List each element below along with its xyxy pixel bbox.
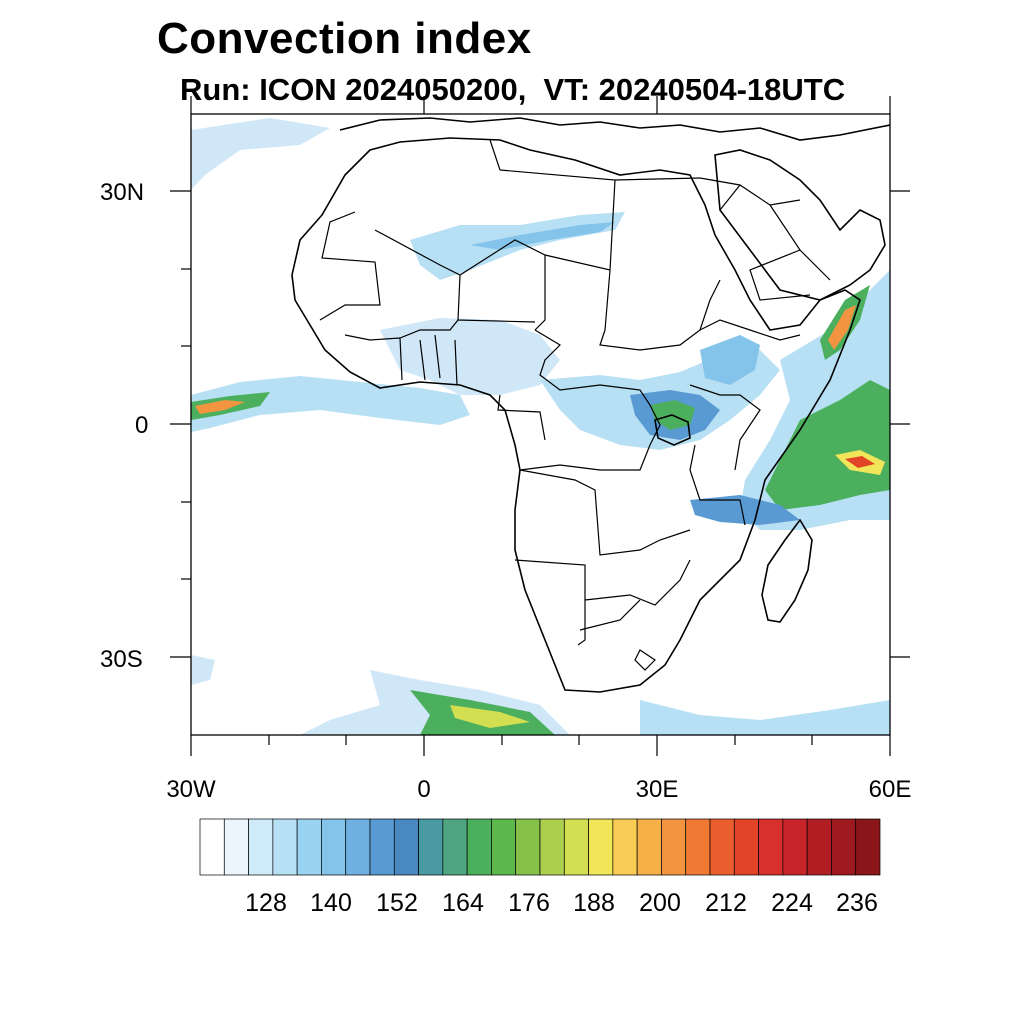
colorbar-swatch xyxy=(345,818,371,876)
border-lines-north xyxy=(319,139,701,331)
colorbar-swatch xyxy=(685,818,711,876)
precip-band-indianocean-green xyxy=(765,380,890,510)
lon-label-60e: 60E xyxy=(869,776,912,803)
colorbar-swatch xyxy=(709,818,735,876)
colorbar-swatch xyxy=(636,818,662,876)
colorbar-swatch xyxy=(733,818,759,876)
precip-band-southwest xyxy=(191,655,215,685)
colorbar-label-200: 200 xyxy=(639,889,681,917)
lon-label-30e: 30E xyxy=(636,776,679,803)
colorbar-label-224: 224 xyxy=(771,889,813,917)
lat-label-30s: 30S xyxy=(100,646,143,673)
colorbar-label-152: 152 xyxy=(376,889,418,917)
lat-label-30n: 30N xyxy=(100,179,144,206)
precip-band-atlantic-hot xyxy=(195,400,245,414)
country-borders xyxy=(319,139,831,671)
colorbar-swatch xyxy=(248,818,274,876)
lat-label-0: 0 xyxy=(135,412,148,439)
precip-band-southeast xyxy=(640,700,890,735)
border-lines-west xyxy=(344,319,546,441)
coastlines xyxy=(291,117,890,693)
axis-ticks xyxy=(170,96,910,756)
colorbar-swatch xyxy=(418,818,444,876)
colorbar-swatch xyxy=(296,818,322,876)
border-lines-east xyxy=(689,319,801,526)
colorbar-label-236: 236 xyxy=(836,889,878,917)
axis-labels: 30N 0 30S 30W 0 30E 60E xyxy=(100,179,911,803)
colorbar-labels: 128 140 152 164 176 188 200 212 224 236 xyxy=(245,889,878,917)
precip-band-somalia-hot xyxy=(828,305,856,350)
colorbar-swatch xyxy=(563,818,589,876)
colorbar-label-212: 212 xyxy=(705,889,747,917)
precipitation-field xyxy=(191,118,890,735)
colorbar-swatch xyxy=(442,818,468,876)
precip-band-sahara-core xyxy=(470,222,615,250)
colorbar xyxy=(199,818,881,876)
arabia-coastline xyxy=(714,149,886,301)
chart-title: Convection index xyxy=(157,14,532,63)
colorbar-swatch xyxy=(393,818,419,876)
chart-subtitle: Run: ICON 2024050200, VT: 20240504-18UTC xyxy=(180,72,846,107)
lon-label-30w: 30W xyxy=(166,776,216,803)
colorbar-swatch xyxy=(806,818,832,876)
precip-band-ethiopia xyxy=(700,335,760,385)
colorbar-swatch xyxy=(539,818,565,876)
colorbar-swatch xyxy=(369,818,395,876)
africa-coastline xyxy=(291,137,861,693)
colorbar-swatch xyxy=(661,818,687,876)
colorbar-swatch xyxy=(466,818,492,876)
colorbar-label-164: 164 xyxy=(442,889,484,917)
colorbar-label-188: 188 xyxy=(573,889,615,917)
colorbar-swatch xyxy=(758,818,784,876)
border-lines-arabia xyxy=(699,177,831,301)
colorbar-swatch xyxy=(515,818,541,876)
precip-band-north xyxy=(191,118,330,190)
colorbar-swatch xyxy=(855,818,881,876)
colorbar-label-140: 140 xyxy=(310,889,352,917)
mediterranean-coastline xyxy=(339,117,890,141)
colorbar-swatch xyxy=(272,818,298,876)
colorbar-swatch xyxy=(782,818,808,876)
colorbar-swatch xyxy=(321,818,347,876)
colorbar-swatch xyxy=(612,818,638,876)
colorbar-swatch xyxy=(588,818,614,876)
precip-band-atlantic xyxy=(191,376,470,432)
colorbar-swatch xyxy=(491,818,517,876)
colorbar-swatch xyxy=(831,818,857,876)
border-lines-south xyxy=(514,469,691,671)
colorbar-swatch xyxy=(223,818,249,876)
colorbar-label-128: 128 xyxy=(245,889,287,917)
madagascar-coastline xyxy=(761,518,813,623)
border-lines-central xyxy=(519,269,721,471)
lake-victoria xyxy=(654,414,691,446)
precip-band-south-yellow xyxy=(450,705,530,728)
lon-label-0: 0 xyxy=(417,776,430,803)
colorbar-label-176: 176 xyxy=(508,889,550,917)
colorbar-swatch xyxy=(199,818,225,876)
precip-band-indianocean-red xyxy=(845,456,875,468)
precip-band-mozambique xyxy=(690,495,800,525)
